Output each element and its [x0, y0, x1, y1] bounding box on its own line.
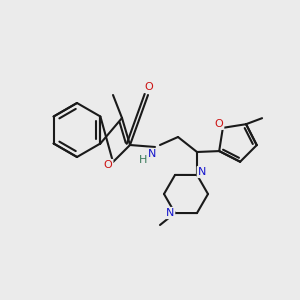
Text: N: N: [166, 208, 174, 218]
Text: O: O: [103, 160, 112, 170]
Text: H: H: [139, 155, 147, 165]
Text: N: N: [148, 149, 156, 159]
Text: O: O: [145, 82, 153, 92]
Text: O: O: [214, 119, 223, 129]
Text: N: N: [198, 167, 206, 177]
